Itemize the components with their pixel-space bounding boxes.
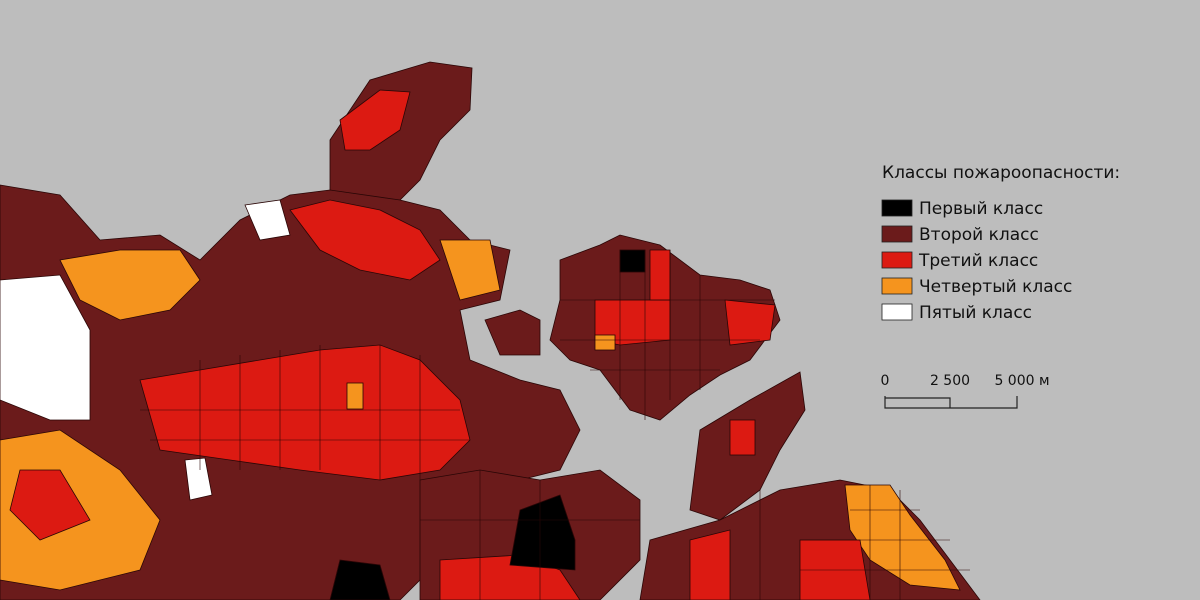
legend-label: Третий класс xyxy=(918,251,1038,271)
land-area xyxy=(139,344,471,481)
scale-label: 0 xyxy=(881,373,890,389)
legend-swatch xyxy=(881,225,913,243)
land-area xyxy=(59,249,201,321)
legend: Первый класс Второй класс Третий класс Четв… xyxy=(881,199,1072,323)
scale-label: 5 000 м xyxy=(994,373,1049,389)
land-area xyxy=(649,249,671,301)
legend-swatch xyxy=(881,303,913,321)
land-area xyxy=(724,299,776,346)
land-area xyxy=(184,457,213,501)
land-area xyxy=(689,529,731,600)
land-area xyxy=(289,199,441,281)
legend-label: Первый класс xyxy=(919,199,1043,219)
land-area xyxy=(619,249,646,273)
land-area xyxy=(329,559,391,600)
land-area xyxy=(244,199,291,241)
legend-label: Пятый класс xyxy=(919,303,1032,323)
legend-label: Четвертый класс xyxy=(919,277,1072,297)
map-grid xyxy=(140,250,970,600)
land-area xyxy=(729,419,756,456)
legend-swatch xyxy=(881,199,913,217)
land-area xyxy=(594,334,616,351)
legend-label: Второй класс xyxy=(919,225,1039,245)
land-area xyxy=(509,494,576,571)
land-area xyxy=(439,239,501,301)
land-area xyxy=(346,382,364,410)
land-area xyxy=(0,274,91,421)
land-area xyxy=(484,309,541,356)
legend-swatch xyxy=(881,251,913,269)
legend-swatch xyxy=(881,277,913,295)
scale-bar xyxy=(884,396,1018,409)
legend-title: Классы пожароопасности: xyxy=(882,163,1120,183)
land-area xyxy=(339,89,411,151)
scale-label: 2 500 xyxy=(930,373,970,389)
land-area xyxy=(9,469,91,541)
